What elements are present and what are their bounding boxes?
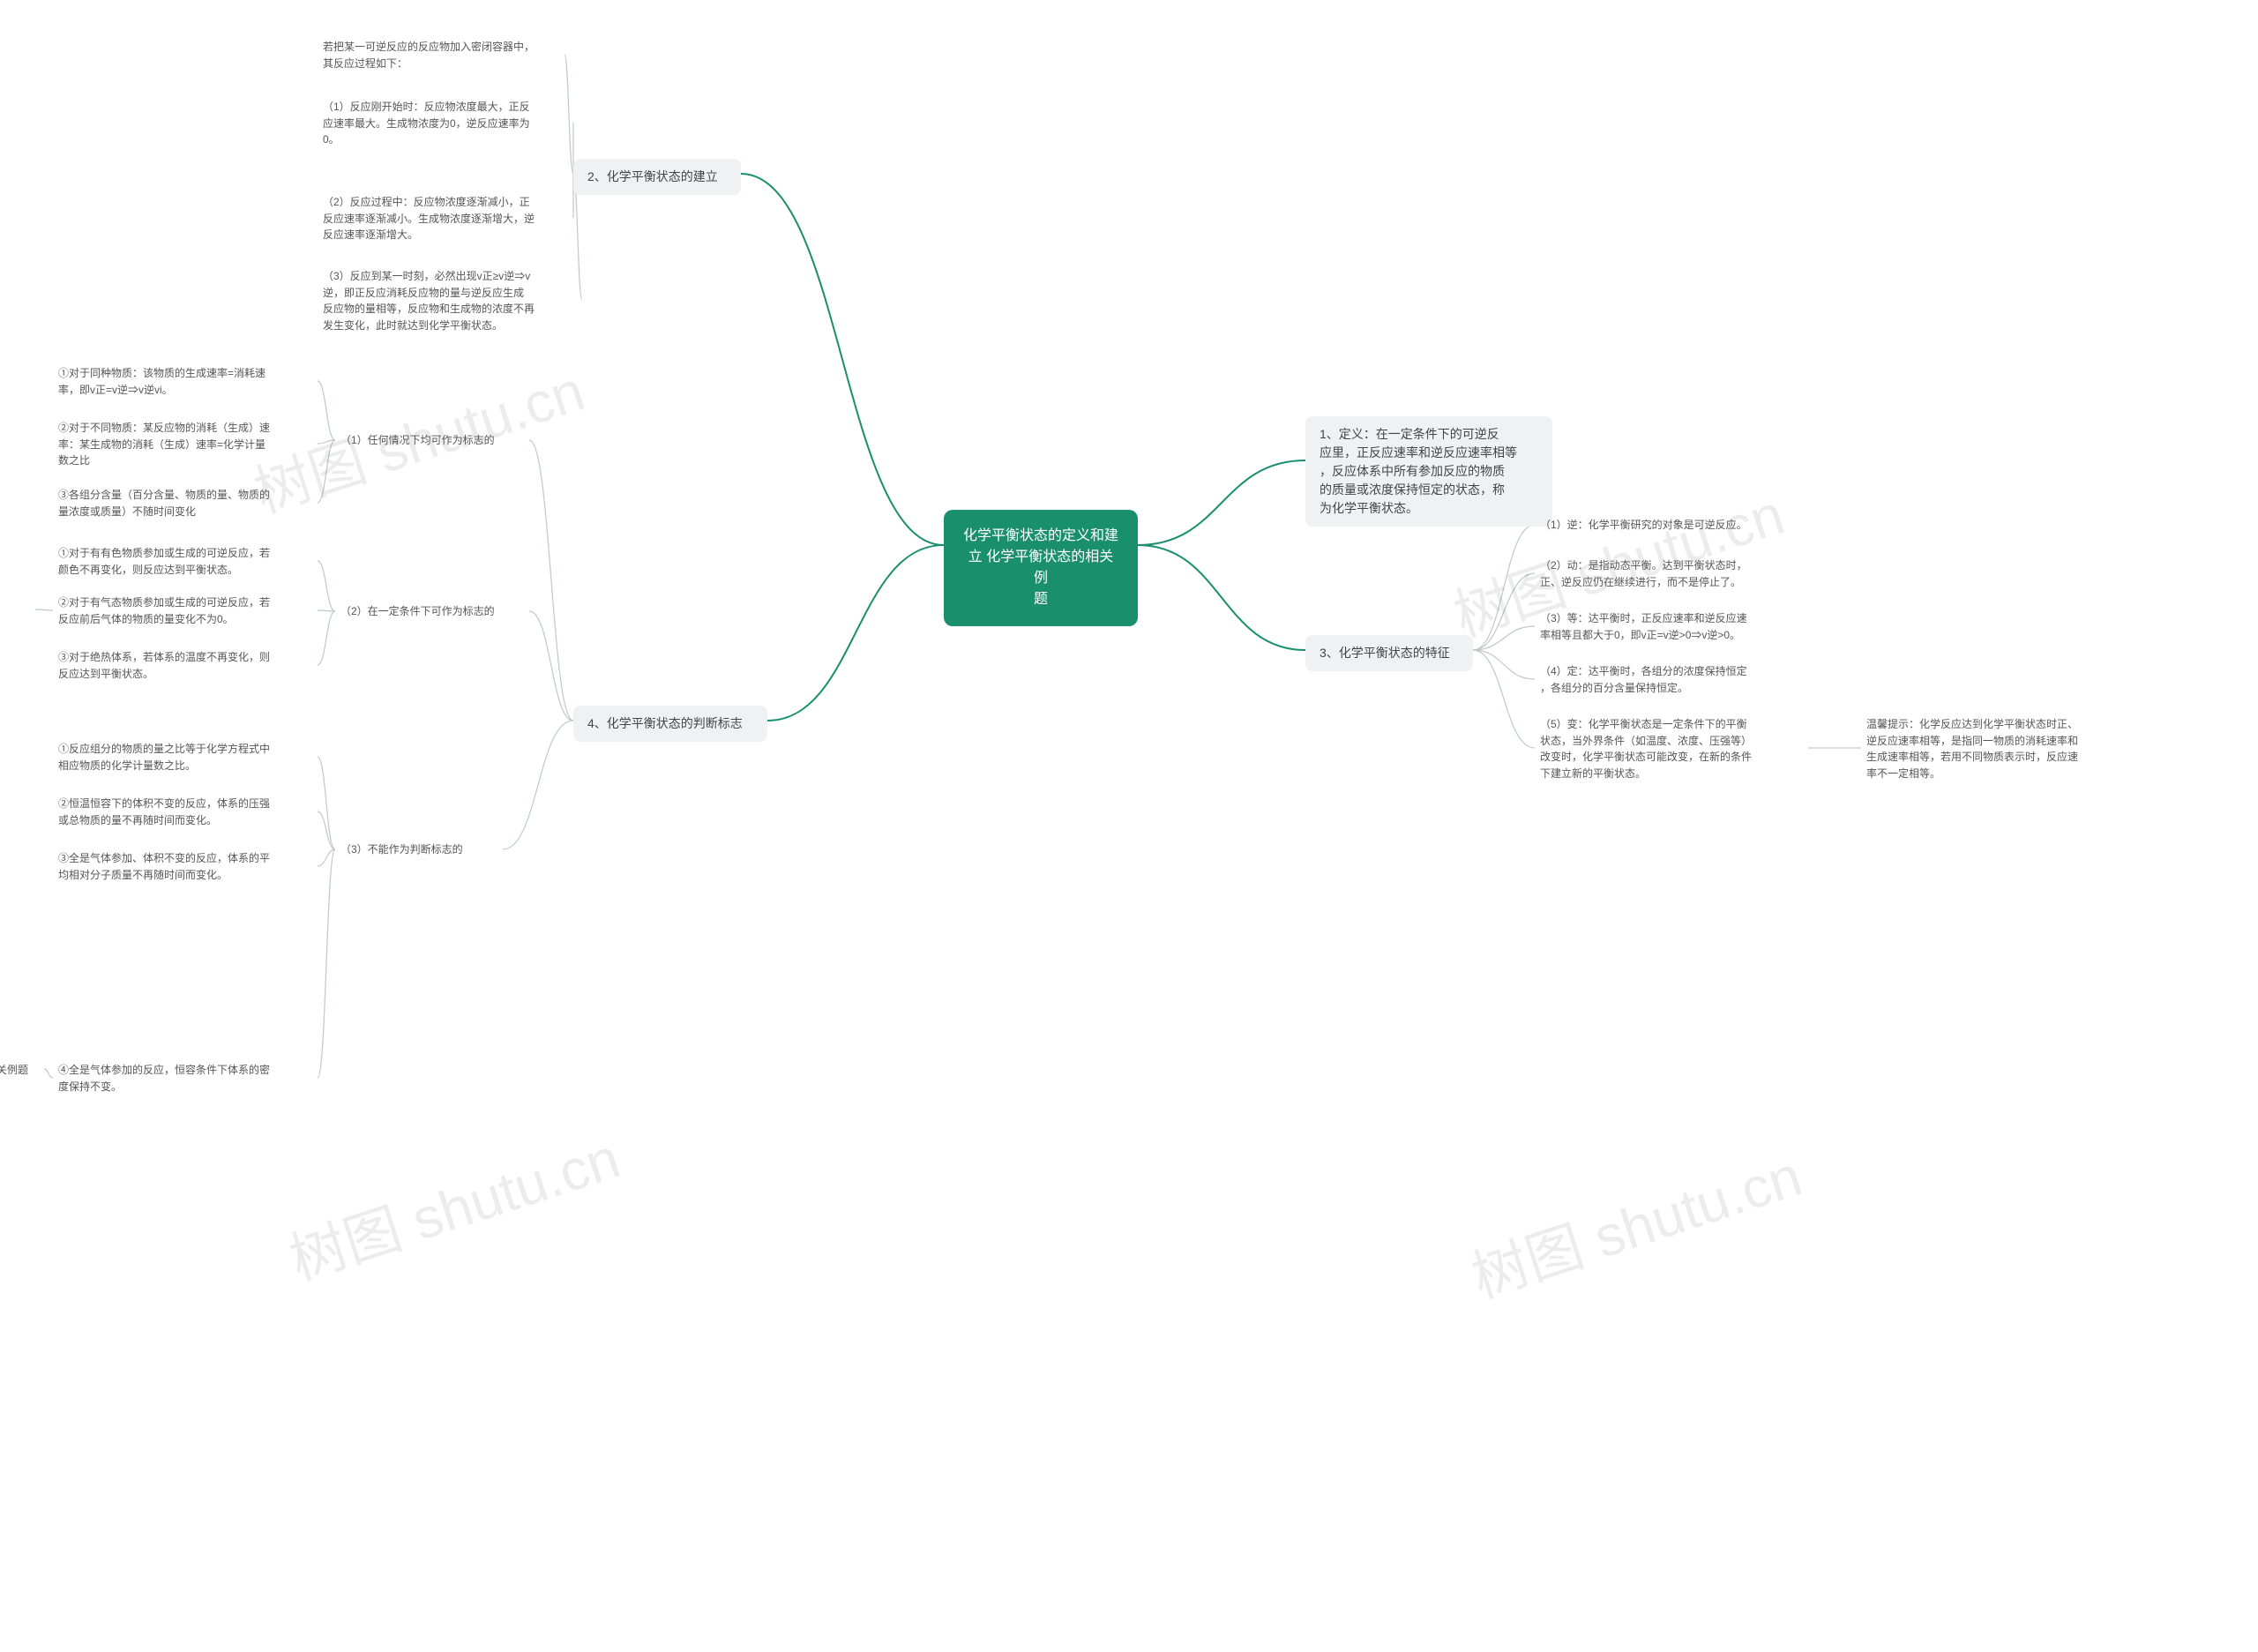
b4s3b: ②恒温恒容下的体积不变的反应，体系的压强 或总物质的量不再随时间而变化。 [53, 792, 318, 832]
b3c2: （2）动：是指动态平衡。达到平衡状态时， 正、逆反应仍在继续进行，而不是停止了。 [1535, 554, 1799, 594]
b4s3d-sub: 二、化学平衡状态的相关例题 [0, 1058, 44, 1082]
b4s3d: ④全是气体参加的反应，恒容条件下体系的密 度保持不变。 [53, 1058, 318, 1098]
b4s3a: ①反应组分的物质的量之比等于化学方程式中 相应物质的化学计量数之比。 [53, 737, 318, 777]
b4s1b: ②对于不同物质：某反应物的消耗（生成）速 率：某生成物的消耗（生成）速率=化学计… [53, 416, 318, 473]
b3c1: （1）逆：化学平衡研究的对象是可逆反应。 [1535, 513, 1782, 537]
b4s2: （2）在一定条件下可作为标志的 [335, 600, 529, 624]
b4s1c: ③各组分含量（百分含量、物质的量、物质的 量浓度或质量）不随时间变化 [53, 483, 318, 523]
b3: 3、化学平衡状态的特征 [1305, 635, 1473, 671]
watermark-3: 树图 shutu.cn [1460, 1131, 1810, 1313]
edge-layer [0, 0, 2258, 1652]
b2: 2、化学平衡状态的建立 [573, 159, 741, 195]
b4s3c: ③全是气体参加、体积不变的反应，体系的平 均相对分子质量不再随时间而变化。 [53, 847, 318, 886]
b2c2: （2）反应过程中：反应物浓度逐渐减小，正 反应速率逐渐减小。生成物浓度逐渐增大，… [318, 191, 573, 247]
b4s1a: ①对于同种物质：该物质的生成速率=消耗速 率，即v正=v逆⇒v逆vi。 [53, 362, 318, 401]
b4s1: （1）任何情况下均可作为标志的 [335, 429, 529, 452]
center-node: 化学平衡状态的定义和建 立 化学平衡状态的相关例 题 [944, 510, 1138, 626]
b3c5: （5）变：化学平衡状态是一定条件下的平衡 状态，当外界条件（如温度、浓度、压强等… [1535, 713, 1808, 785]
b1: 1、定义：在一定条件下的可逆反 应里，正反应速率和逆反应速率相等 ，反应体系中所… [1305, 416, 1552, 527]
b4s2b1: 混合气体平均相对分子质量MM和反应总压强 pp不变（恒温恒容），则反应达到平衡状… [0, 582, 35, 639]
watermark-2: 树图 shutu.cn [278, 1113, 628, 1296]
b3c5a: 温馨提示：化学反应达到化学平衡状态时正、 逆反应速率相等，是指同一物质的消耗速率… [1861, 713, 2126, 785]
b2c3: （3）反应到某一时刻，必然出现v正≥v逆⇒v 逆，即正反应消耗反应物的量与逆反应… [318, 265, 582, 337]
b3c4: （4）定：达平衡时，各组分的浓度保持恒定 ，各组分的百分含量保持恒定。 [1535, 660, 1799, 699]
b4: 4、化学平衡状态的判断标志 [573, 706, 767, 742]
b4s3: （3）不能作为判断标志的 [335, 838, 503, 862]
b2c0: 若把某一可逆反应的反应物加入密闭容器中， 其反应过程如下： [318, 35, 564, 75]
b3c3: （3）等：达平衡时，正反应速率和逆反应速 率相等且都大于0，即v正=v逆>0⇒v… [1535, 607, 1799, 647]
b4s2c: ③对于绝热体系，若体系的温度不再变化，则 反应达到平衡状态。 [53, 646, 318, 685]
b2c1: （1）反应刚开始时：反应物浓度最大，正反 应速率最大。生成物浓度为0，逆反应速率… [318, 95, 573, 152]
b4s2b: ②对于有气态物质参加或生成的可逆反应，若 反应前后气体的物质的量变化不为0。 [53, 591, 318, 631]
b4s2a: ①对于有有色物质参加或生成的可逆反应，若 颜色不再变化，则反应达到平衡状态。 [53, 542, 318, 581]
